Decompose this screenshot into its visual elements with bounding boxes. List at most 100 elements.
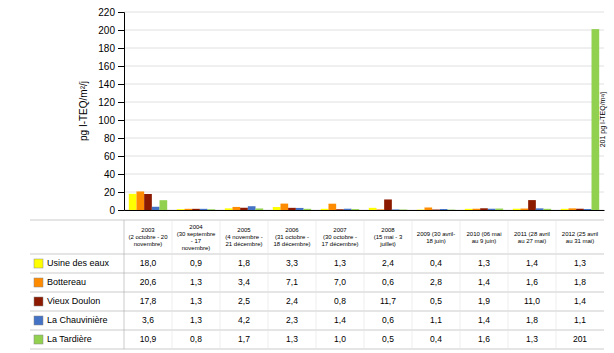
category-label: 2010 (06 maiau 9 juin) xyxy=(466,230,501,243)
y-axis: 020406080100120140160180200220 xyxy=(98,7,124,216)
grid xyxy=(124,12,604,210)
table-value: 1,9 xyxy=(478,296,490,306)
bar xyxy=(536,208,544,210)
chart-container: 020406080100120140160180200220pg I-TEQ/m… xyxy=(0,0,614,353)
table-value: 11,0 xyxy=(524,296,540,306)
y-tick: 0 xyxy=(109,205,124,216)
table-value: 20,6 xyxy=(140,277,157,287)
table-rule xyxy=(30,349,604,350)
bar xyxy=(280,204,288,210)
category-label-line: (30 septembre xyxy=(177,230,216,236)
grid-line xyxy=(124,48,604,49)
y-tick-mark xyxy=(118,48,124,49)
bar xyxy=(177,209,185,210)
grid-line xyxy=(124,102,604,103)
category-label-line: au 31 mai) xyxy=(566,237,594,243)
legend-label: La Tardière xyxy=(47,334,92,344)
table-value: 2,8 xyxy=(430,277,442,287)
table-rule xyxy=(30,220,604,221)
table-rule xyxy=(316,220,317,349)
category-label: 2006(31 octobre -18 décembre) xyxy=(273,227,310,247)
category-label-line: 2006 xyxy=(285,227,299,233)
legend-label: Vieux Doulon xyxy=(47,296,100,306)
bar xyxy=(192,209,200,210)
table-value: 0,9 xyxy=(190,258,202,268)
table-value: 0,8 xyxy=(190,334,202,344)
bar xyxy=(384,199,392,210)
legend-label: Bottereau xyxy=(47,277,86,287)
grid-line xyxy=(124,30,604,31)
annotation: 201 pg I-TEQ/m²/j xyxy=(599,91,607,147)
bar xyxy=(352,209,360,210)
y-tick-mark xyxy=(118,12,124,13)
bar xyxy=(424,207,432,210)
y-tick: 80 xyxy=(104,133,124,144)
legend-swatch xyxy=(34,259,43,268)
category-label-line: (15 mai - 3 xyxy=(374,234,403,240)
bar xyxy=(440,209,448,210)
bar xyxy=(248,206,256,210)
category-label-line: juillet) xyxy=(379,241,396,247)
grid-line xyxy=(124,192,604,193)
y-tick-mark xyxy=(118,30,124,31)
table-value: 1,6 xyxy=(526,277,538,287)
table-value: 1,4 xyxy=(526,258,538,268)
table-value: 0,8 xyxy=(334,296,346,306)
table-value: 1,4 xyxy=(574,296,586,306)
table-value: 0,5 xyxy=(382,334,394,344)
category-label: 2003(2 octobre - 20novembre) xyxy=(128,227,168,247)
y-axis-line xyxy=(118,13,125,211)
bar xyxy=(344,209,352,210)
category-label-line: (30 octobre - xyxy=(323,234,357,240)
category-label-line: au 9 juin) xyxy=(472,237,497,243)
y-tick-mark xyxy=(118,138,124,139)
table-value: 1,3 xyxy=(478,258,490,268)
y-tick: 120 xyxy=(98,97,124,108)
category-label: 2005(4 novembre -21 décembre) xyxy=(225,227,262,247)
y-tick: 160 xyxy=(98,61,124,72)
y-tick: 140 xyxy=(98,79,124,90)
y-tick: 200 xyxy=(98,25,124,36)
table-value: 11,7 xyxy=(380,296,396,306)
bar xyxy=(584,209,592,210)
bar xyxy=(256,208,264,210)
legend-swatch xyxy=(34,335,43,344)
y-tick-label: 220 xyxy=(98,7,115,18)
bar xyxy=(288,208,296,210)
bar xyxy=(400,209,408,210)
bar xyxy=(336,209,344,210)
y-tick-mark xyxy=(118,192,124,193)
category-label: 2007(30 octobre -17 décembre) xyxy=(321,227,358,247)
x-axis xyxy=(125,210,605,211)
table-value: 0,6 xyxy=(382,315,394,325)
grid-line xyxy=(124,156,604,157)
table-value: 1,1 xyxy=(430,315,442,325)
bar xyxy=(513,209,521,210)
category-label: 2004(30 septembre- 17novembre) xyxy=(177,223,216,250)
y-tick-mark xyxy=(118,210,124,211)
table-value: 0,4 xyxy=(430,334,442,344)
category-label-line: (4 novembre - xyxy=(225,234,262,240)
category-label-line: 2005 xyxy=(237,227,251,233)
y-tick-label: 140 xyxy=(98,79,115,90)
category-label-line: 2012 (25 avril xyxy=(562,230,598,236)
table-value: 1,8 xyxy=(574,277,586,287)
category-label-line: (2 octobre - 20 xyxy=(128,234,168,240)
category-label-line: 18 juin) xyxy=(426,237,446,243)
category-label-line: (31 octobre - xyxy=(275,234,309,240)
category-label-line: 2010 (06 mai xyxy=(466,230,501,236)
table-value: 1,3 xyxy=(286,334,298,344)
table-rule xyxy=(508,220,509,349)
data-table: 2003(2 octobre - 20novembre) 2004(30 sept… xyxy=(30,220,604,349)
table-value: 1,3 xyxy=(190,296,202,306)
table-value: 4,2 xyxy=(238,315,250,325)
table-value: 1,3 xyxy=(190,277,202,287)
table-rule xyxy=(30,254,604,255)
category-label: 2009 (30 avril-18 juin) xyxy=(417,230,455,243)
bar xyxy=(465,209,473,210)
x-axis-line xyxy=(125,210,605,211)
grid-line xyxy=(124,138,604,139)
table-value: 3,4 xyxy=(238,277,250,287)
category-label-line: 21 décembre) xyxy=(225,241,262,247)
table-rule xyxy=(30,330,604,331)
